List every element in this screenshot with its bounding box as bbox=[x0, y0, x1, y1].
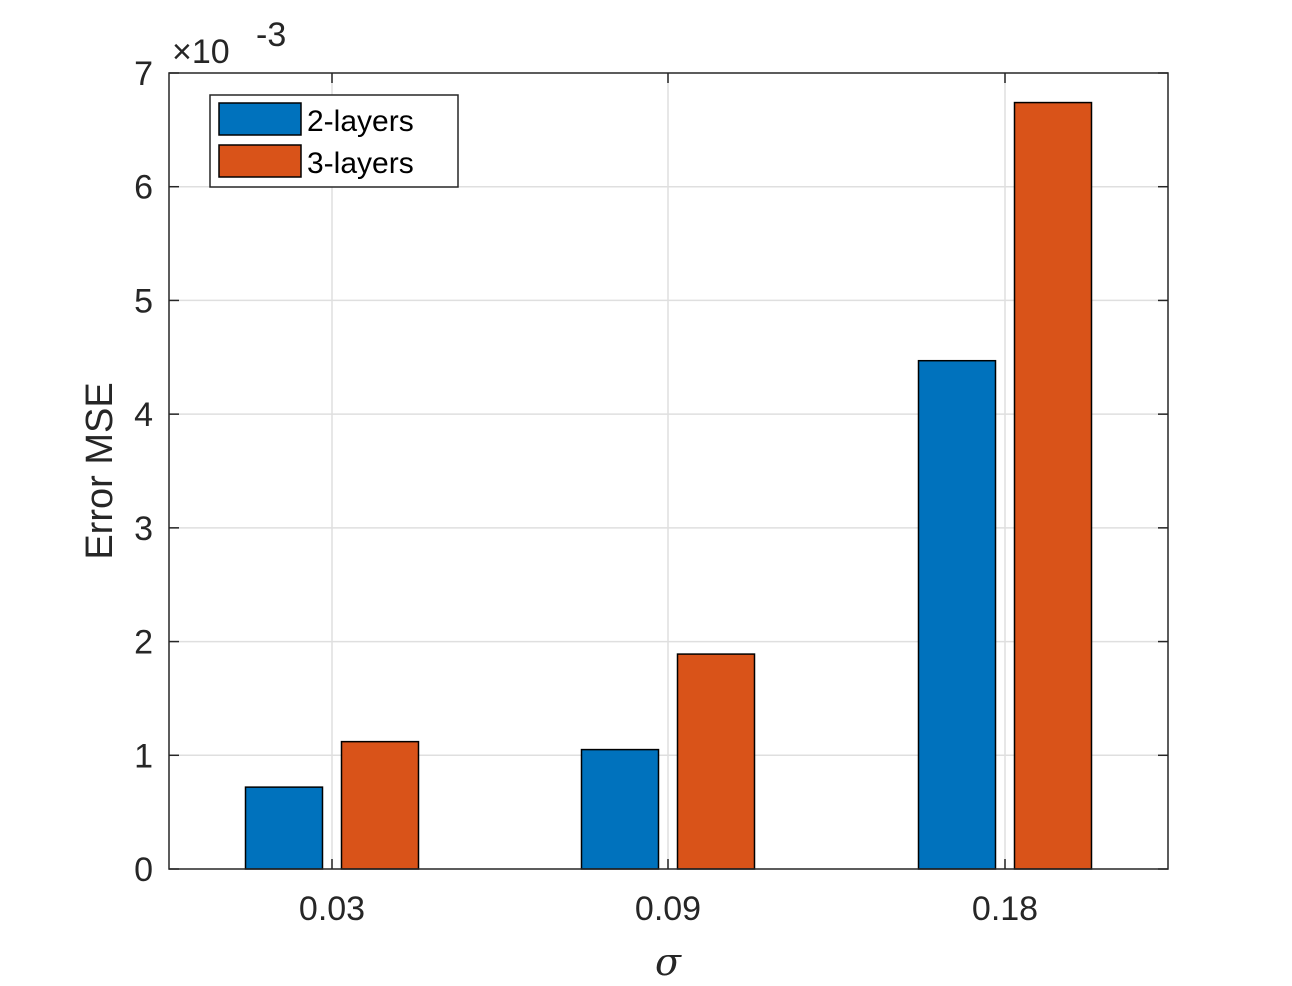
y-tick-label: 5 bbox=[134, 282, 153, 320]
axis-ticks: 0 1 2 3 4 5 6 7 0.03 0.09 0.18 bbox=[134, 55, 1168, 928]
bar-3-layers-0.09 bbox=[676, 653, 756, 870]
y-tick-label: 1 bbox=[134, 737, 153, 775]
y-exponent-label: ×10 -3 bbox=[172, 16, 286, 71]
legend: 2-layers 3-layers bbox=[209, 94, 459, 188]
x-tick-label: 0.03 bbox=[299, 890, 365, 928]
x-tick-label: 0.18 bbox=[972, 890, 1038, 928]
bar-2-layers-0.09 bbox=[580, 748, 660, 870]
legend-swatch-3-layers bbox=[218, 144, 302, 178]
y-tick-label: 3 bbox=[134, 510, 153, 548]
bar-3-layers-0.18 bbox=[1013, 101, 1093, 870]
y-tick-label: 6 bbox=[134, 169, 153, 207]
legend-label-2-layers: 2-layers bbox=[307, 105, 414, 138]
y-tick-label: 4 bbox=[134, 396, 153, 434]
exponent-base: ×10 bbox=[172, 33, 230, 71]
bar-2-layers-0.03 bbox=[244, 786, 324, 870]
bar-2-layers-0.18 bbox=[917, 359, 997, 870]
legend-swatch-2-layers bbox=[218, 102, 302, 136]
svg-text:-3: -3 bbox=[256, 16, 286, 54]
y-tick-label: 0 bbox=[134, 851, 153, 889]
svg-text:×10: ×10 bbox=[172, 33, 230, 71]
bar-3-layers-0.03 bbox=[340, 740, 420, 870]
exponent-power: -3 bbox=[256, 16, 286, 54]
y-tick-label: 2 bbox=[134, 624, 153, 662]
y-axis-label: Error MSE bbox=[79, 382, 121, 559]
x-axis-label: σ bbox=[655, 940, 682, 984]
y-tick-label: 7 bbox=[134, 55, 153, 93]
legend-label-3-layers: 3-layers bbox=[307, 147, 414, 180]
x-tick-label: 0.09 bbox=[635, 890, 701, 928]
bars bbox=[244, 101, 1093, 870]
